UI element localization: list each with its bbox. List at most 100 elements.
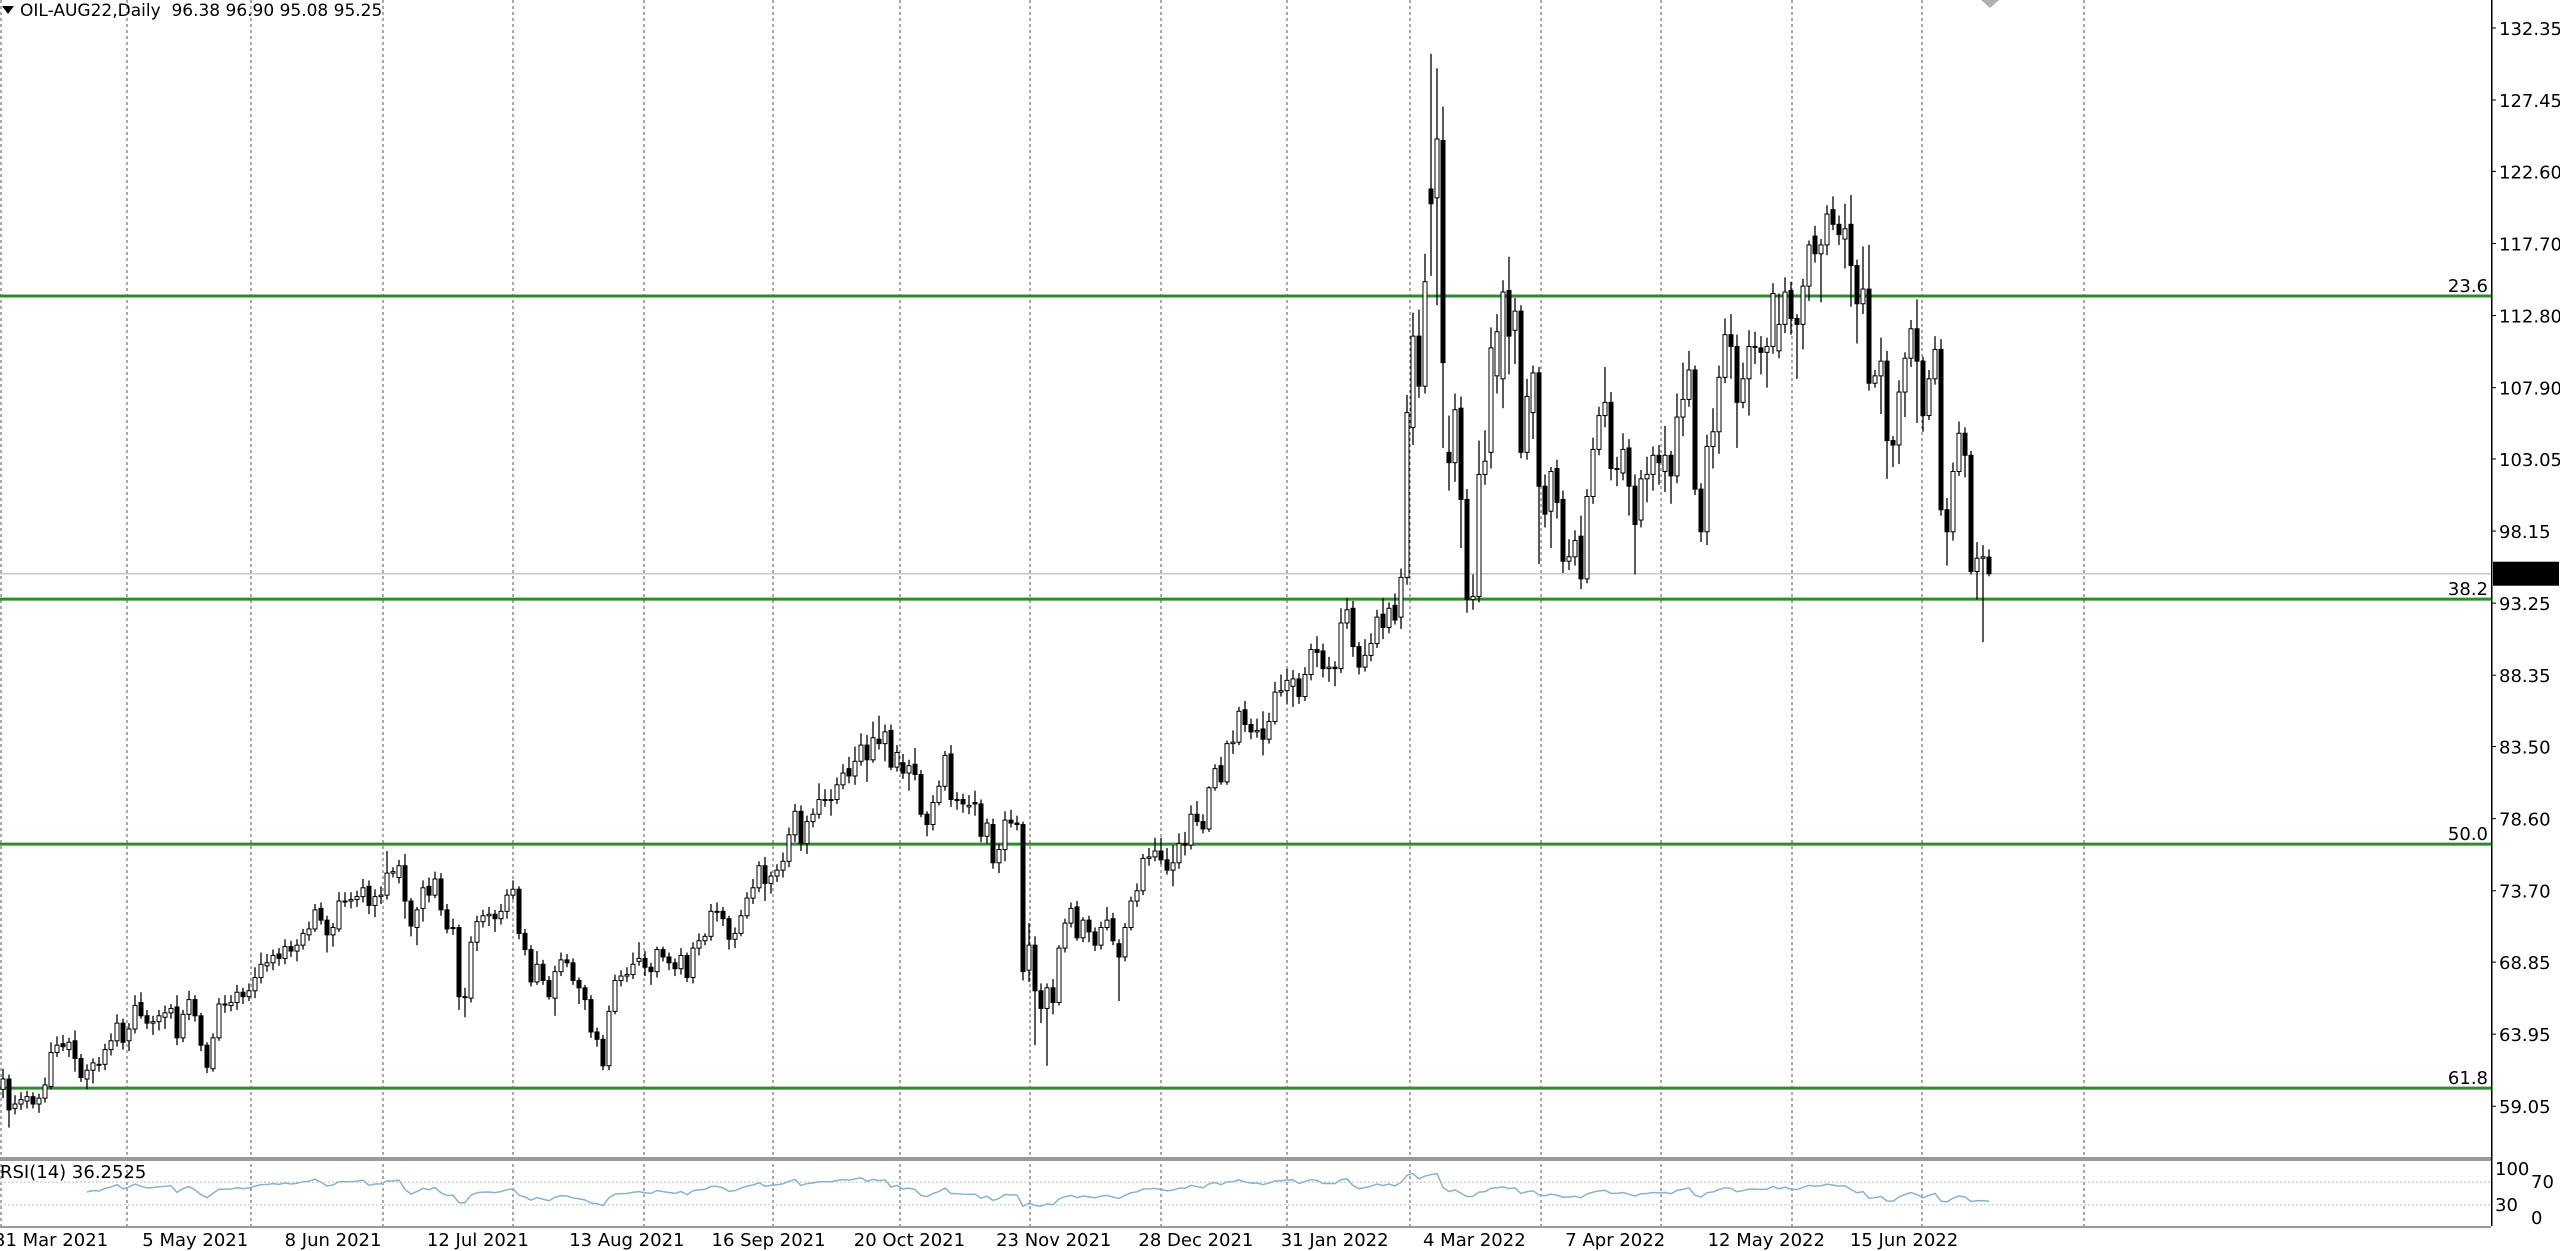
candle-bullish (54, 1044, 60, 1054)
candle-bearish (1320, 650, 1326, 670)
candle-bullish (1488, 347, 1494, 453)
candle-bearish (1032, 944, 1038, 992)
candle-bullish (1722, 334, 1728, 378)
candle-bullish (930, 801, 936, 826)
rsi-tick-label: 70 (2531, 1172, 2554, 1193)
candle-bullish (1842, 228, 1848, 240)
candle-bullish (312, 909, 318, 930)
date-tick-label: 15 Jun 2022 (1850, 1230, 1958, 1251)
candle-bullish (504, 894, 510, 912)
candle-bearish (1332, 666, 1338, 670)
candle-bullish (1284, 679, 1290, 692)
candle-bullish (984, 822, 990, 837)
candle-bullish (12, 1103, 18, 1109)
candle-bearish (846, 768, 852, 777)
candle-bearish (72, 1040, 78, 1059)
candle-bearish (918, 774, 924, 815)
fib-level-label: 61.8 (2448, 1068, 2488, 1089)
candle-bearish (546, 979, 552, 998)
candle-bearish (1182, 843, 1188, 846)
candle-bearish (1938, 348, 1944, 511)
candle-bullish (132, 1004, 138, 1030)
candle-bullish (1878, 360, 1884, 377)
candle-bullish (1950, 470, 1956, 533)
candle-bearish (1608, 401, 1614, 470)
candle-bullish (0, 1078, 6, 1090)
candle-bullish (1140, 857, 1146, 892)
candle-bullish (1278, 690, 1284, 693)
candle-bullish (552, 971, 558, 999)
triangle-down-icon[interactable] (2, 6, 14, 14)
candle-bullish (636, 957, 642, 962)
candle-bullish (150, 1021, 156, 1024)
candle-bullish (744, 897, 750, 917)
candle-bullish (1272, 691, 1278, 723)
candle-bullish (690, 947, 696, 979)
candle-bullish (1614, 468, 1620, 471)
candle-bullish (252, 977, 258, 992)
price-tick-label: 98.15 (2499, 522, 2551, 543)
candle-bearish (1014, 822, 1020, 826)
candle-bullish (1470, 596, 1476, 600)
candle-bullish (348, 899, 354, 902)
candle-bullish (1404, 412, 1410, 578)
fibonacci-levels[interactable]: 23.6 38.2 50.0 61.8 (0, 276, 2491, 1090)
candle-bearish (1830, 209, 1836, 225)
candle-bullish (24, 1096, 30, 1102)
current-price-label: 95.25 (2498, 565, 2550, 586)
candle-bullish (510, 888, 516, 896)
candle-bullish (942, 754, 948, 787)
candle-bullish (264, 962, 270, 967)
candle-bullish (1434, 138, 1440, 199)
candle-bearish (516, 888, 522, 934)
candle-bullish (696, 940, 702, 949)
candle-bullish (1500, 291, 1506, 380)
candle-bullish (894, 751, 900, 768)
candle-bearish (1242, 709, 1248, 726)
price-tick-label: 103.05 (2499, 450, 2560, 471)
price-tick-label: 132.35 (2499, 19, 2560, 40)
candle-bearish (762, 865, 768, 884)
candle-bullish (882, 731, 888, 745)
candle-bullish (1686, 369, 1692, 400)
candle-bullish (282, 946, 288, 959)
candle-bullish (1056, 947, 1062, 1004)
candle-bearish (1692, 369, 1698, 490)
candle-bearish (666, 956, 672, 964)
candle-bearish (1698, 488, 1704, 533)
candle-bullish (18, 1099, 24, 1105)
candle-bullish (1764, 345, 1770, 353)
symbol-label: OIL-AUG22,Daily (20, 1, 161, 21)
price-tick-label: 107.90 (2499, 379, 2560, 400)
candle-bearish (864, 744, 870, 761)
candle-bullish (1680, 398, 1686, 418)
candle-bullish (162, 1012, 168, 1018)
candle-bearish (576, 979, 582, 989)
candle-bullish (996, 849, 1002, 864)
candle-bullish (1770, 292, 1776, 347)
candle-bullish (1800, 285, 1806, 325)
candle-bearish (1314, 648, 1320, 653)
price-tick-label: 63.95 (2499, 1025, 2551, 1046)
candle-bullish (450, 927, 456, 930)
candle-bearish (924, 813, 930, 826)
candle-bullish (558, 959, 564, 973)
candle-bearish (876, 738, 882, 745)
candle-bullish (330, 927, 336, 936)
candle-bearish (726, 918, 732, 940)
candle-bullish (732, 932, 738, 940)
candle-bullish (1212, 768, 1218, 789)
candle-bullish (1524, 395, 1530, 453)
candle-bearish (1296, 678, 1302, 698)
candle-bearish (660, 949, 666, 958)
candle-bullish (1368, 643, 1374, 656)
price-tick-label: 122.60 (2499, 162, 2560, 183)
candle-bearish (1968, 454, 1974, 573)
candle-bearish (1854, 265, 1860, 305)
candle-bullish (678, 954, 684, 970)
candles (0, 53, 1992, 1128)
candle-bullish (360, 887, 366, 898)
candle-bullish (156, 1015, 162, 1023)
